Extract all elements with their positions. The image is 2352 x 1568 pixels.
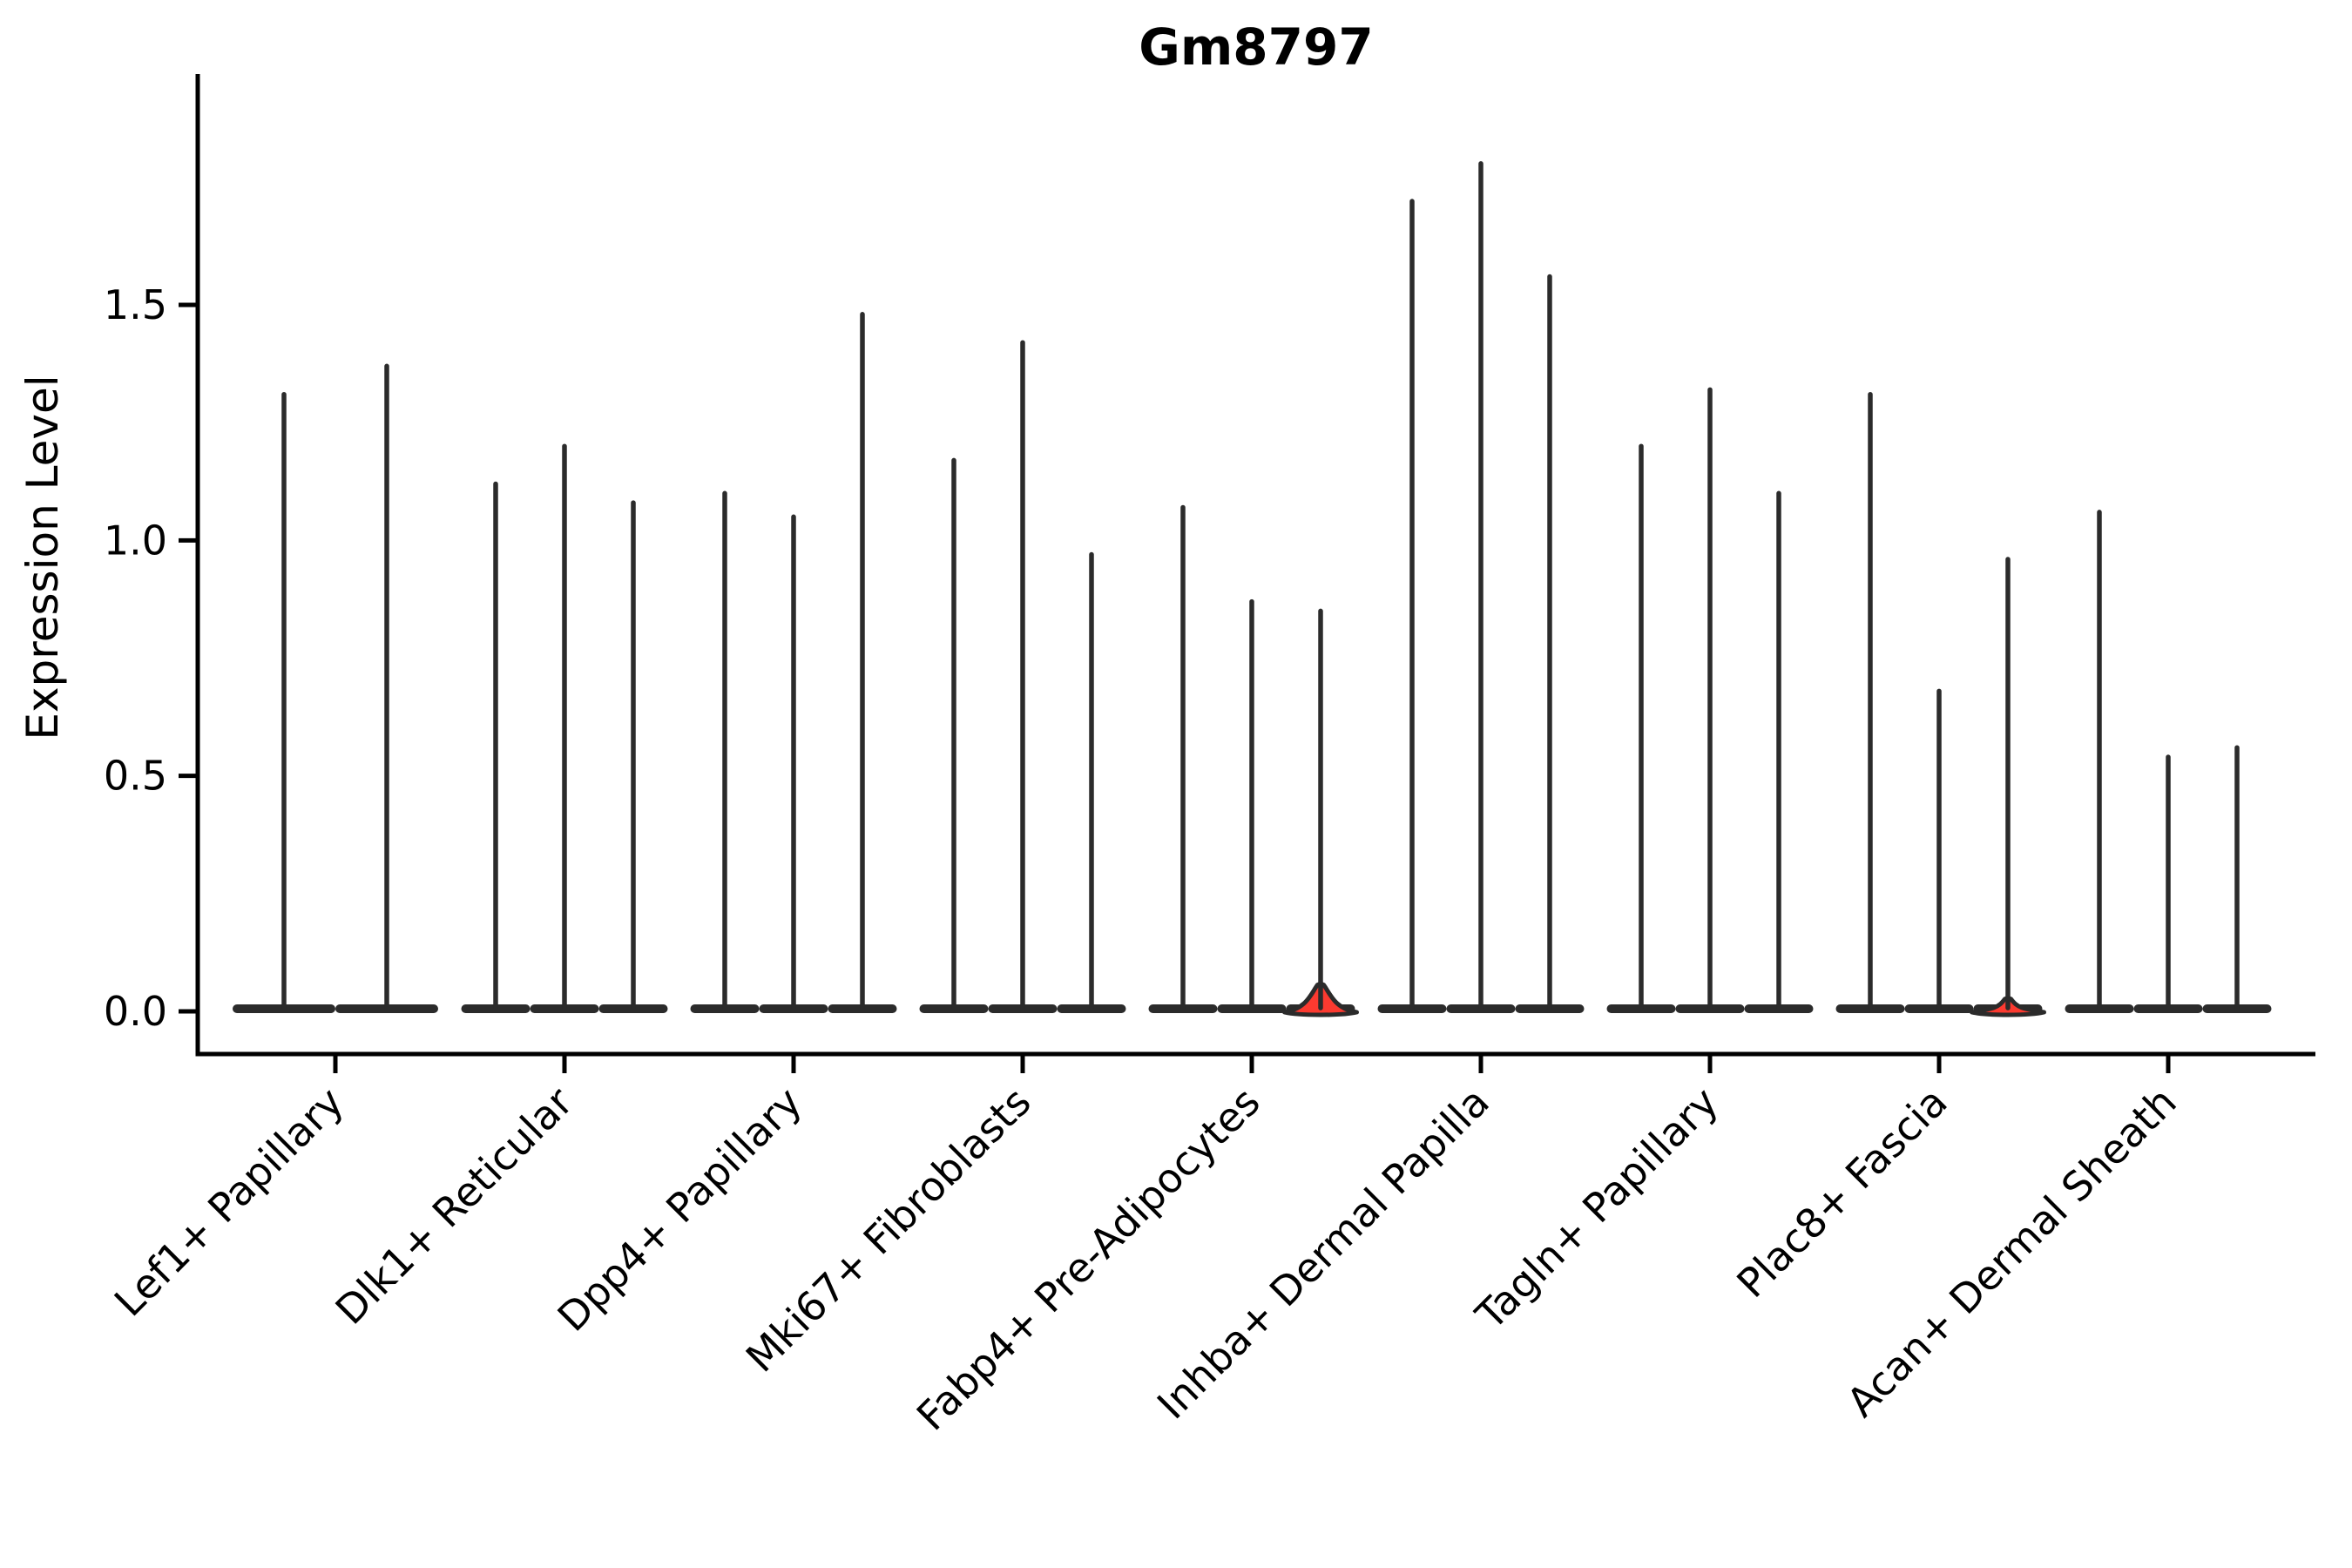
axes <box>179 74 2315 1073</box>
y-axis-label: Expression Level <box>17 375 68 740</box>
violin-group <box>1377 161 1585 1013</box>
x-tick-label: Lef1+ Papillary <box>105 1078 353 1326</box>
x-tick-label: Dlk1+ Reticular <box>327 1078 582 1334</box>
violin-group <box>461 443 668 1013</box>
x-tick-label: Plac8+ Fascia <box>1727 1078 1956 1307</box>
violin-group <box>233 363 438 1013</box>
y-tick-label: 1.5 <box>104 281 167 328</box>
violin-group <box>1148 504 1359 1017</box>
violin-group <box>2065 510 2272 1013</box>
violin-group <box>1835 391 2046 1017</box>
violin-group <box>1606 387 1814 1013</box>
y-tick-labels: 0.0 0.5 1.0 1.5 <box>104 281 167 1035</box>
x-tick-label: Tagln+ Papillary <box>1466 1078 1727 1340</box>
chart-title: Gm8797 <box>1139 17 1373 77</box>
y-tick-label: 0.5 <box>104 753 167 800</box>
y-tick-label: 1.0 <box>104 517 167 564</box>
violin-group <box>690 312 897 1013</box>
violins <box>233 161 2272 1017</box>
y-tick-label: 0.0 <box>104 988 167 1035</box>
violin-group <box>919 340 1126 1013</box>
x-tick-label: Dpp4+ Papillary <box>549 1078 811 1341</box>
